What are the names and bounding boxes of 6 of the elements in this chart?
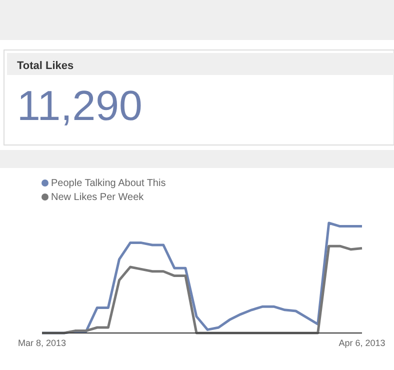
legend-label: New Likes Per Week: [51, 192, 145, 203]
text: 11,290: [17, 82, 142, 129]
text: Total Likes: [17, 60, 74, 72]
legend-label: People Talking About This: [51, 178, 166, 189]
x-tick-label: Mar 8, 2013: [18, 338, 66, 348]
x-tick-label: Apr 6, 2013: [338, 338, 386, 348]
